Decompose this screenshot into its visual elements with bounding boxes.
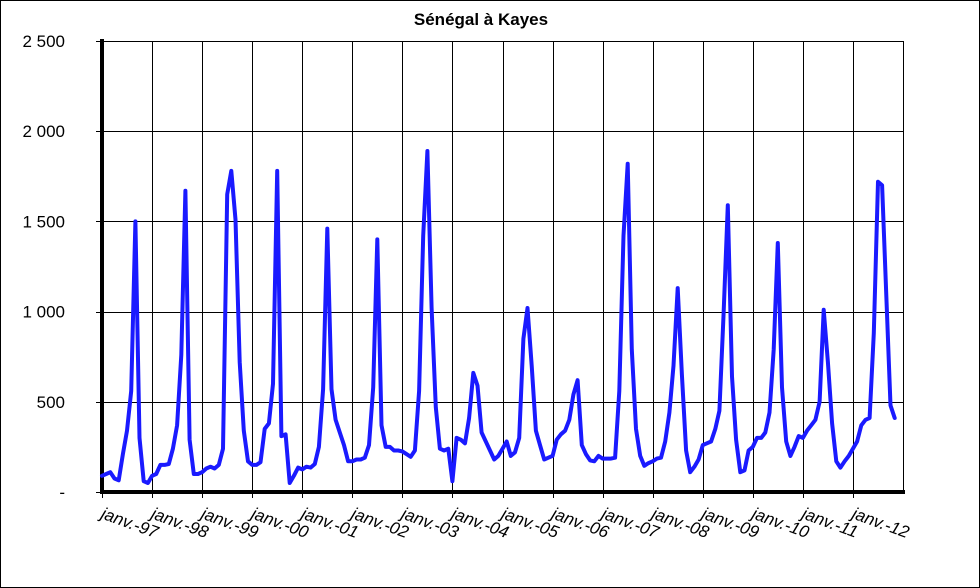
- y-tick-label: -: [59, 483, 65, 502]
- y-axis-ticks: - 500 1 000 1 500 2 000 2 500: [22, 32, 102, 502]
- y-tick-label: 500: [37, 393, 65, 412]
- series-line: [100, 149, 897, 485]
- x-tick-label: janv.-12: [848, 503, 913, 542]
- series-layer: [100, 149, 897, 485]
- gridlines: [102, 41, 904, 492]
- y-tick-label: 1 000: [22, 303, 65, 322]
- axes: [100, 39, 905, 494]
- y-tick-label: 1 500: [22, 212, 65, 231]
- chart-title: Sénégal à Kayes: [414, 10, 548, 29]
- x-axis-ticks: janv.-97janv.-98janv.-99janv.-00janv.-01…: [97, 492, 912, 542]
- y-tick-label: 2 000: [22, 122, 65, 141]
- y-tick-label: 2 500: [22, 32, 65, 51]
